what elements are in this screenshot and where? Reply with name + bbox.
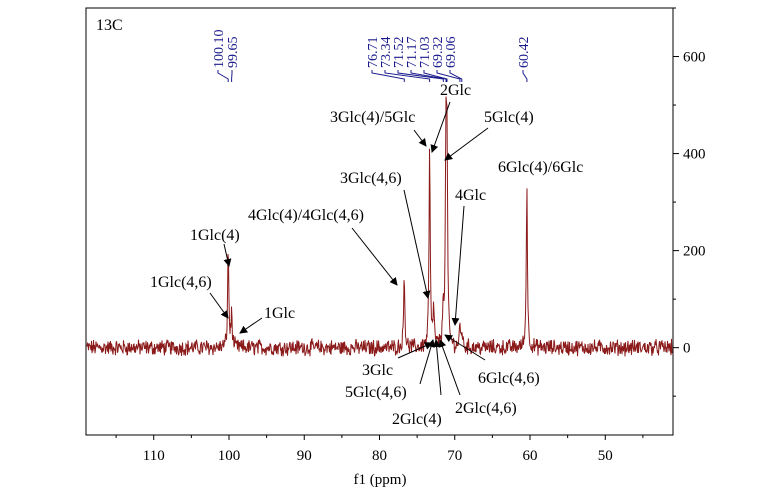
peak-label: 100.10: [212, 30, 227, 69]
peak-label: 69.06: [444, 37, 459, 69]
spectrum-line: [86, 96, 673, 357]
peak-label: 69.32: [431, 37, 446, 69]
peak-annotation: 1Glc(4): [190, 227, 240, 244]
x-tick-label: 80: [372, 448, 387, 464]
x-tick-label: 50: [598, 448, 613, 464]
nucleus-label: 13C: [96, 17, 123, 34]
peak-label-leader: [410, 70, 447, 82]
peak-label: 60.42: [517, 37, 532, 69]
peak-annotation: 2Glc: [440, 82, 471, 99]
annotation-arrow: [397, 342, 433, 359]
annotation-arrow: [444, 334, 486, 361]
peak-annotation: 2Glc(4,6): [455, 400, 517, 417]
peak-labels: 100.10 99.65 76.7173.3471.5271.1771.0369.3…: [212, 30, 532, 82]
peak-annotation: 4Glc: [455, 187, 486, 204]
annotation-arrow: [239, 317, 263, 334]
peak-annotation: 3Glc(4,6): [340, 170, 402, 187]
annotation-arrow: [209, 292, 229, 319]
y-tick-label: 200: [683, 244, 706, 260]
y-tick-label: 0: [683, 341, 691, 357]
peak-label-leader: [384, 70, 431, 82]
peak-label-leader: [371, 70, 405, 82]
peak-label: 71.52: [392, 37, 407, 69]
y-axis: 0 200 400 600: [673, 7, 706, 397]
peak-label: 71.03: [418, 37, 433, 69]
peak-label-leader: [397, 70, 444, 82]
annotation-arrow: [451, 205, 465, 326]
annotation-arrow: [430, 101, 451, 153]
annotation-arrow: [223, 243, 232, 267]
annotation-arrow: [432, 339, 442, 396]
peak-annotation: 6Glc(4)/6Glc: [498, 159, 583, 176]
peak-label-leader: [449, 70, 463, 82]
peak-annotation: 1Glc(4,6): [150, 274, 212, 291]
x-tick-label: 100: [218, 448, 241, 464]
x-tick-label: 90: [297, 448, 312, 464]
peak-annotation: 1Glc: [264, 305, 295, 322]
peak-label: 73.34: [379, 37, 394, 69]
x-tick-label: 60: [523, 448, 538, 464]
peak-label: 71.17: [405, 37, 420, 69]
peak-label: 99.65: [226, 37, 241, 69]
annotation-arrow: [438, 339, 461, 396]
peak-label-leader: [436, 70, 461, 82]
peak-annotation: 6Glc(4,6): [478, 370, 540, 387]
peak-label-leader: [217, 70, 229, 82]
peak-annotation: 2Glc(4): [392, 411, 442, 428]
x-tick-label: 110: [143, 448, 165, 464]
annotation-arrow: [403, 189, 431, 299]
peak-label-leader: [423, 70, 448, 82]
annotation-arrow: [444, 127, 489, 161]
peak-annotation: 5Glc(4,6): [345, 384, 407, 401]
peak-annotation: 4Glc(4)/4Glc(4,6): [248, 207, 364, 224]
peak-annotation: 3Glc(4)/5Glc: [330, 109, 415, 126]
annotation-arrow: [419, 339, 435, 385]
peak-label: 76.71: [366, 37, 381, 69]
y-tick-label: 600: [683, 50, 706, 66]
annotation-arrow: [413, 129, 427, 147]
peak-annotation: 3Glc: [362, 362, 393, 379]
x-axis-title: f1 (ppm): [354, 472, 407, 488]
spectrum-trace: [86, 96, 673, 357]
peak-annotations: 1Glc(4) 1Glc(4,6) 1Glc 4Glc(4)/4Glc(4,6) 3Gl…: [150, 82, 583, 428]
x-axis: 110 100 90 80 70 60 50: [115, 435, 644, 464]
x-tick-label: 70: [447, 448, 462, 464]
y-tick-label: 400: [683, 147, 706, 163]
peak-annotation: 5Glc(4): [484, 109, 534, 126]
peak-label-leader: [522, 70, 528, 82]
annotation-arrow: [351, 227, 398, 286]
